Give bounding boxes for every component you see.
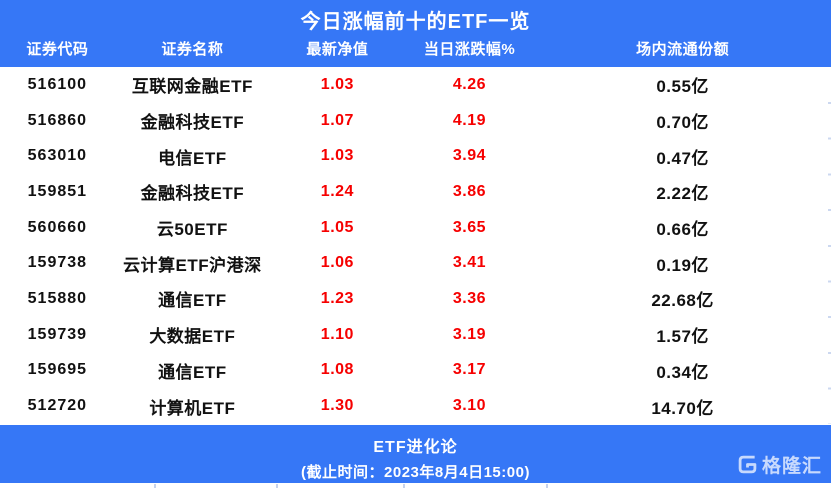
- brand-logo: 格隆汇: [736, 451, 822, 478]
- etf-nav: 1.30: [320, 397, 354, 415]
- etf-name: 通信ETF: [158, 362, 227, 382]
- etf-nav: 1.07: [320, 111, 354, 129]
- etf-table-body: 516100 互联网金融ETF 1.03 4.26 0.55亿 516860 金…: [0, 67, 831, 424]
- etf-shares: 0.47亿: [656, 148, 709, 168]
- etf-shares: 0.34亿: [656, 362, 709, 382]
- table-row: 515880 通信ETF 1.23 3.36 22.68亿: [0, 281, 831, 317]
- header-banner: 今日涨幅前十的ETF一览 证券代码 证券名称 最新净值 当日涨跌幅% 场内流通份…: [0, 0, 831, 67]
- etf-name: 金融科技ETF: [140, 184, 245, 204]
- etf-change: 3.17: [452, 361, 487, 379]
- brand-name: 格隆汇: [761, 456, 822, 477]
- etf-code: 560660: [27, 218, 88, 236]
- table-row: 159695 通信ETF 1.08 3.17 0.34亿: [0, 353, 831, 389]
- etf-nav: 1.08: [320, 361, 354, 379]
- etf-shares: 0.70亿: [656, 113, 709, 133]
- etf-nav: 1.06: [320, 254, 354, 272]
- etf-name: 计算机ETF: [149, 398, 236, 418]
- etf-change: 4.26: [452, 75, 487, 93]
- column-header-code: 证券代码: [26, 41, 89, 58]
- etf-name: 云计算ETF沪港深: [123, 255, 262, 275]
- etf-name: 电信ETF: [158, 148, 227, 168]
- etf-code: 159695: [27, 361, 88, 379]
- etf-nav: 1.03: [320, 75, 354, 93]
- table-row: 516100 互联网金融ETF 1.03 4.26 0.55亿: [0, 67, 831, 103]
- etf-change: 3.41: [452, 254, 487, 272]
- etf-change: 3.10: [452, 397, 487, 415]
- source-label: ETF进化论: [373, 439, 458, 456]
- grid-tick: [403, 484, 405, 488]
- column-header-nav: 最新净值: [306, 41, 369, 58]
- etf-shares: 1.57亿: [656, 327, 709, 347]
- etf-shares: 0.66亿: [656, 220, 709, 240]
- etf-shares: 0.55亿: [656, 77, 709, 97]
- table-row: 159739 大数据ETF 1.10 3.19 1.57亿: [0, 317, 831, 353]
- etf-code: 159738: [27, 254, 88, 272]
- grid-tick: [546, 484, 548, 488]
- etf-nav: 1.10: [320, 325, 354, 343]
- etf-code: 516100: [27, 75, 88, 93]
- etf-change: 3.36: [452, 289, 487, 307]
- etf-change: 4.19: [452, 111, 487, 129]
- etf-name: 金融科技ETF: [140, 113, 245, 133]
- table-row: 512720 计算机ETF 1.30 3.10 14.70亿: [0, 388, 831, 424]
- table-row: 563010 电信ETF 1.03 3.94 0.47亿: [0, 138, 831, 174]
- column-header-name: 证券名称: [161, 41, 224, 58]
- etf-code: 159851: [27, 182, 88, 200]
- table-row: 560660 云50ETF 1.05 3.65 0.66亿: [0, 210, 831, 246]
- footer-banner: ETF进化论 (截止时间：2023年8月4日15:00) 格隆汇: [0, 425, 831, 483]
- page-title: 今日涨幅前十的ETF一览: [300, 11, 531, 33]
- table-row: 159738 云计算ETF沪港深 1.06 3.41 0.19亿: [0, 245, 831, 281]
- etf-nav: 1.03: [320, 147, 354, 165]
- etf-code: 159739: [27, 325, 88, 343]
- column-header-shares: 场内流通份额: [636, 41, 730, 58]
- etf-name: 云50ETF: [156, 220, 228, 240]
- etf-code: 516860: [27, 111, 88, 129]
- etf-code: 515880: [27, 289, 88, 307]
- column-header-change: 当日涨跌幅%: [423, 41, 516, 58]
- gridline-artifacts: [828, 102, 831, 424]
- etf-name: 互联网金融ETF: [131, 77, 253, 97]
- etf-nav: 1.24: [320, 182, 354, 200]
- grid-tick: [154, 484, 156, 488]
- etf-name: 大数据ETF: [149, 327, 236, 347]
- gelonghui-g-icon: [738, 455, 757, 474]
- etf-code: 512720: [27, 397, 88, 415]
- etf-name: 通信ETF: [158, 291, 227, 311]
- etf-code: 563010: [27, 147, 88, 165]
- table-row: 516860 金融科技ETF 1.07 4.19 0.70亿: [0, 103, 831, 139]
- table-header-row: 证券代码 证券名称 最新净值 当日涨跌幅% 场内流通份额: [0, 38, 831, 59]
- etf-shares: 22.68亿: [651, 291, 714, 311]
- etf-shares: 2.22亿: [656, 184, 709, 204]
- etf-change: 3.65: [452, 218, 487, 236]
- etf-shares: 14.70亿: [651, 398, 714, 418]
- grid-tick: [276, 484, 278, 488]
- etf-shares: 0.19亿: [656, 255, 709, 275]
- etf-nav: 1.23: [320, 289, 354, 307]
- etf-change: 3.94: [452, 147, 487, 165]
- etf-change: 3.86: [452, 182, 487, 200]
- table-row: 159851 金融科技ETF 1.24 3.86 2.22亿: [0, 174, 831, 210]
- etf-nav: 1.05: [320, 218, 354, 236]
- etf-change: 3.19: [452, 325, 487, 343]
- cutoff-time: (截止时间：2023年8月4日15:00): [301, 464, 530, 481]
